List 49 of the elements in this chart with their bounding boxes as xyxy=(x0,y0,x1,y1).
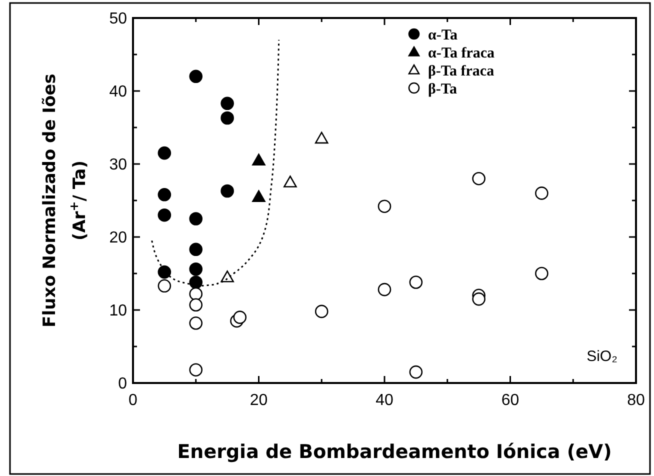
point xyxy=(233,310,247,324)
y-tick-label: 10 xyxy=(109,302,128,320)
point xyxy=(535,186,548,200)
point xyxy=(189,287,203,301)
point xyxy=(535,266,548,280)
point xyxy=(252,154,266,166)
point xyxy=(158,188,172,202)
point xyxy=(189,276,203,289)
legend-label: β-Ta xyxy=(428,81,458,98)
x-tick-label: 80 xyxy=(627,392,645,409)
point xyxy=(158,208,172,222)
point xyxy=(220,96,234,110)
y-tick-label: 30 xyxy=(109,156,128,174)
point xyxy=(189,262,203,276)
legend-label: α-Ta fraca xyxy=(428,45,496,62)
legend-label: β-Ta fraca xyxy=(428,63,495,80)
annotation: SiO₂ xyxy=(586,348,618,365)
y-tick-label: 40 xyxy=(109,84,128,101)
point xyxy=(314,304,328,318)
x-tick-label: 0 xyxy=(128,392,138,409)
point xyxy=(472,172,486,186)
point xyxy=(472,292,486,306)
point xyxy=(189,70,203,84)
point xyxy=(252,190,266,202)
point xyxy=(409,276,423,289)
point xyxy=(158,279,172,293)
point xyxy=(378,200,392,213)
point xyxy=(220,111,234,125)
point xyxy=(284,176,297,188)
point xyxy=(409,365,423,379)
point xyxy=(158,146,172,160)
point xyxy=(220,270,234,282)
point xyxy=(189,212,203,226)
legend-label: α-Ta xyxy=(428,27,458,44)
x-axis-title: Energia de Bombardeamento Iónica (eV) xyxy=(177,441,612,463)
x-tick-label: 60 xyxy=(501,392,520,409)
point xyxy=(189,316,203,330)
x-tick-label: 20 xyxy=(250,392,268,409)
point xyxy=(189,363,203,377)
point xyxy=(189,242,203,256)
point xyxy=(158,265,172,279)
y-tick-label: 20 xyxy=(109,230,128,247)
y-tick-label: 50 xyxy=(109,10,128,28)
y-tick-label: 0 xyxy=(118,376,128,393)
point xyxy=(378,282,392,296)
point xyxy=(220,184,234,198)
point xyxy=(189,298,203,312)
point xyxy=(314,132,328,144)
x-tick-label: 40 xyxy=(376,392,394,409)
